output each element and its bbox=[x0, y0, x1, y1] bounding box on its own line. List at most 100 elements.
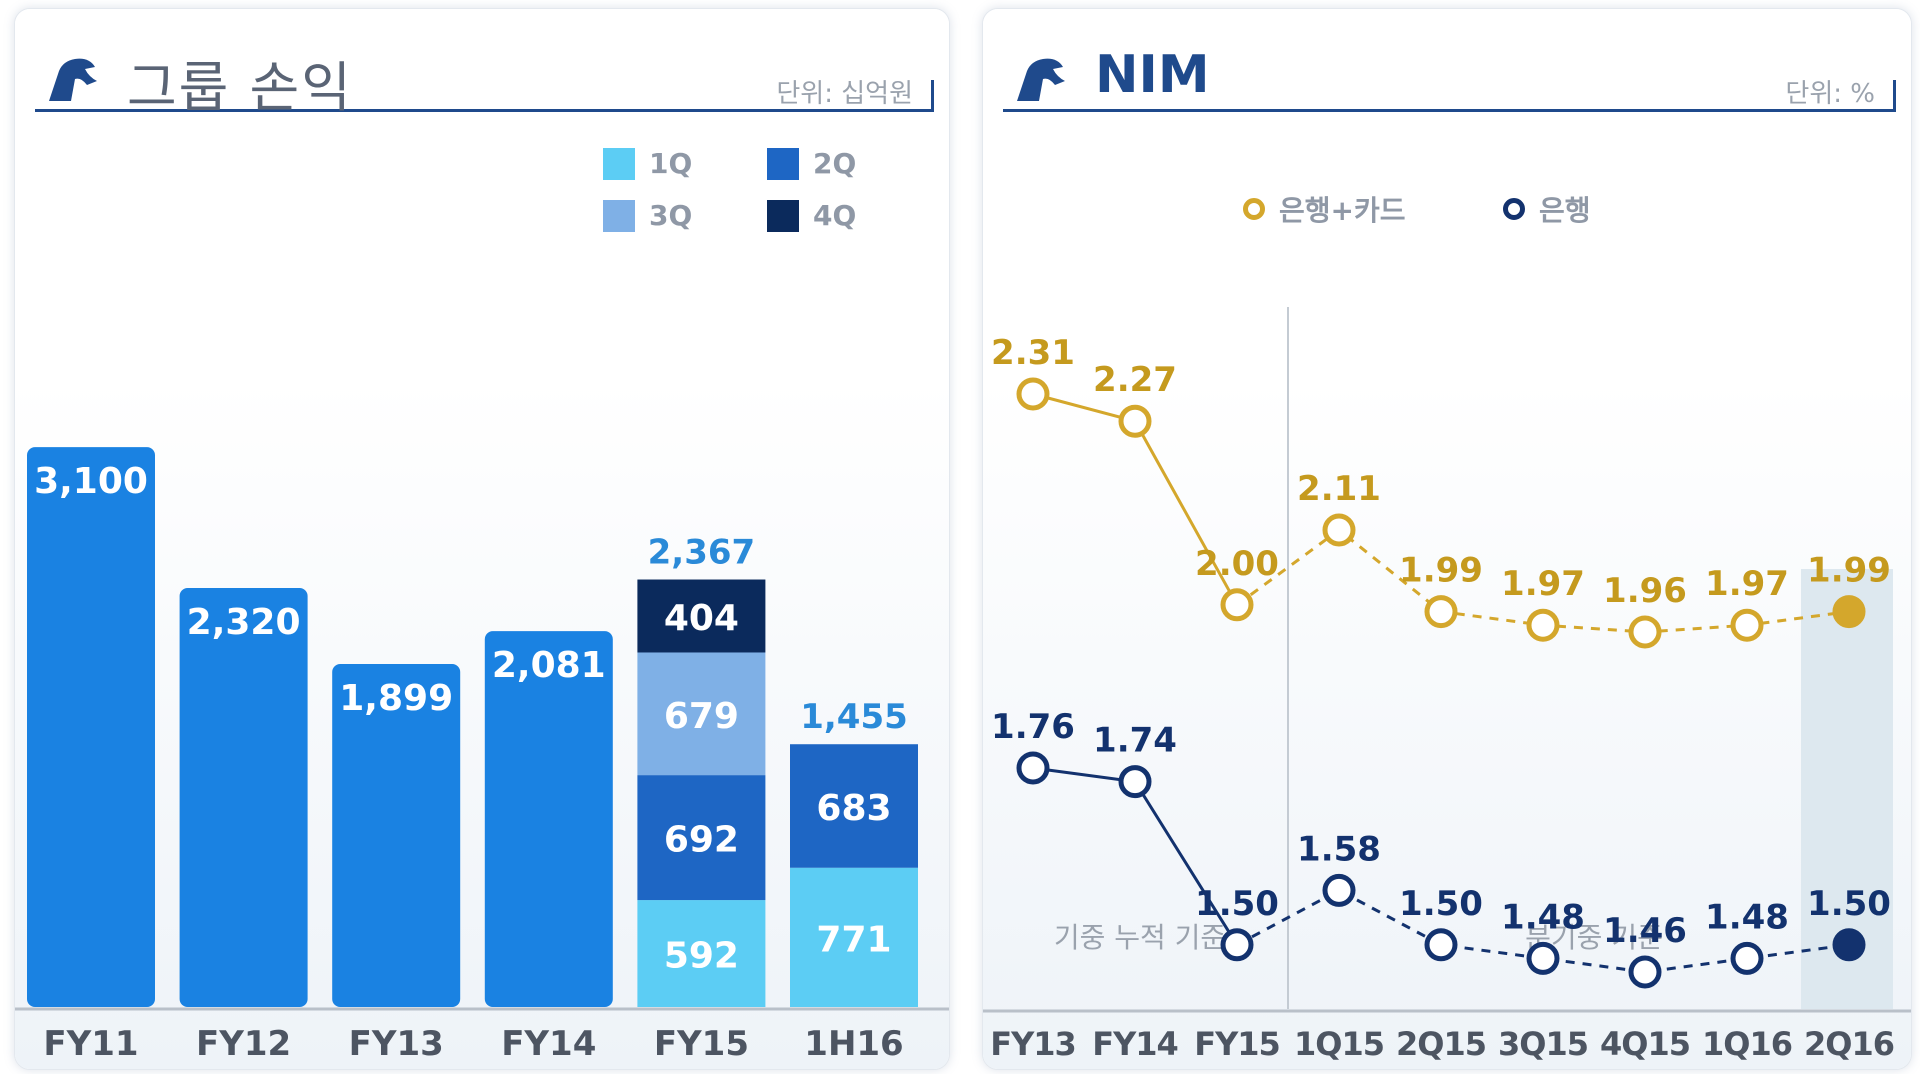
data-label: 1.97 bbox=[1501, 564, 1585, 604]
bar-segment-2q bbox=[637, 775, 766, 901]
data-label: 1.48 bbox=[1501, 897, 1585, 937]
data-label: 1.97 bbox=[1705, 564, 1789, 604]
x-tick-label: FY14 bbox=[501, 1024, 596, 1064]
legend-label: 1Q bbox=[649, 147, 693, 180]
data-point bbox=[1730, 941, 1764, 975]
x-tick-label: 4Q15 bbox=[1600, 1025, 1690, 1063]
data-label: 1.46 bbox=[1603, 911, 1687, 951]
bar bbox=[484, 631, 613, 1007]
segment-value-label: 404 bbox=[664, 598, 739, 639]
data-point bbox=[1016, 377, 1050, 411]
data-point bbox=[1322, 513, 1356, 547]
panel-header: 그룹 손익 단위: 십억원 bbox=[35, 29, 934, 119]
legend-swatch bbox=[767, 147, 799, 180]
data-point bbox=[1118, 765, 1152, 799]
bar bbox=[332, 664, 461, 1007]
x-tick-label: FY15 bbox=[654, 1024, 749, 1064]
segment-value-label: 592 bbox=[664, 936, 739, 977]
x-tick-label: FY13 bbox=[990, 1025, 1076, 1063]
unit-label: 단위: % bbox=[1785, 79, 1875, 109]
legend-item: 4Q bbox=[767, 199, 856, 232]
data-label: 1.74 bbox=[1093, 721, 1177, 761]
data-label: 1.50 bbox=[1807, 884, 1891, 924]
data-point bbox=[1322, 873, 1356, 907]
x-tick-label: 1H16 bbox=[804, 1024, 903, 1064]
kb-logo-icon bbox=[49, 58, 97, 101]
data-point bbox=[1016, 751, 1050, 785]
data-label: 2.11 bbox=[1297, 469, 1381, 509]
legend-label: 4Q bbox=[813, 199, 857, 232]
segment-value-label: 771 bbox=[816, 919, 891, 960]
data-label: 1.76 bbox=[991, 707, 1075, 747]
bar-chart: 3,100 FY11 2,320 FY12 1,899 FY13 2,081 FY14 592 6… bbox=[15, 447, 949, 1064]
bar-value-label: 2,320 bbox=[187, 602, 301, 643]
data-point bbox=[1424, 928, 1458, 962]
legend-item: 3Q bbox=[603, 199, 692, 232]
data-label: 2.31 bbox=[991, 333, 1075, 373]
bar-segment-1q bbox=[790, 867, 918, 1007]
panel-background bbox=[983, 9, 1911, 1069]
legend-swatch bbox=[603, 147, 635, 180]
legend-item: 은행 bbox=[1503, 189, 1591, 229]
x-tick-label: FY13 bbox=[349, 1024, 444, 1064]
section-label: 기중 누적 기준 bbox=[1054, 921, 1226, 954]
legend-swatch bbox=[767, 199, 799, 232]
panel-title: 그룹 손익 bbox=[127, 56, 353, 119]
legend-item: 은행+카드 bbox=[1243, 189, 1406, 229]
panel-title: NIM bbox=[1095, 45, 1210, 105]
legend-marker bbox=[1243, 198, 1265, 220]
x-tick-label: FY14 bbox=[1092, 1025, 1178, 1063]
bar-segment-4q bbox=[637, 579, 766, 653]
data-point bbox=[1424, 595, 1458, 629]
data-label: 1.99 bbox=[1807, 551, 1891, 591]
x-tick-label: 1Q15 bbox=[1294, 1025, 1384, 1063]
legend-label: 은행+카드 bbox=[1279, 194, 1406, 227]
data-label: 2.27 bbox=[1093, 360, 1177, 400]
bar-segment-3q bbox=[637, 652, 766, 776]
x-tick-label: 1Q16 bbox=[1702, 1025, 1792, 1063]
data-point bbox=[1628, 955, 1662, 989]
bar-segment-2q bbox=[790, 744, 918, 868]
data-point bbox=[1832, 595, 1866, 629]
data-point bbox=[1628, 615, 1662, 649]
legend-marker bbox=[1503, 198, 1525, 220]
data-label: 1.50 bbox=[1195, 884, 1279, 924]
group-profit-panel: 그룹 손익 단위: 십억원 1Q 2Q 3Q 4Q 3,100 FY11 2,320 FY1… bbox=[14, 8, 950, 1070]
data-point bbox=[1220, 928, 1254, 962]
segment-value-label: 683 bbox=[816, 788, 891, 829]
nim-panel: NIM 단위: % 은행+카드 은행 기중 누적 기준 분기중 기준 2.31 2.27… bbox=[982, 8, 1912, 1070]
line-chart: 기중 누적 기준 분기중 기준2.312.272.002.111.99 1.97 1.… bbox=[983, 307, 1911, 1063]
data-point bbox=[1832, 928, 1866, 962]
data-point bbox=[1118, 404, 1152, 438]
legend-label: 2Q bbox=[813, 147, 857, 180]
unit-label: 단위: 십억원 bbox=[776, 79, 913, 109]
legend-label: 은행 bbox=[1539, 194, 1591, 227]
x-tick-label: 2Q16 bbox=[1804, 1025, 1894, 1063]
bar-total-label: 1,455 bbox=[800, 697, 908, 737]
kb-logo-icon bbox=[1017, 58, 1065, 101]
bar-value-label: 3,100 bbox=[34, 461, 148, 502]
data-label: 1.50 bbox=[1399, 884, 1483, 924]
data-label: 2.00 bbox=[1195, 544, 1279, 584]
panel-header: NIM 단위: % bbox=[1003, 29, 1896, 112]
data-label: 1.96 bbox=[1603, 571, 1687, 611]
segment-value-label: 679 bbox=[664, 696, 739, 737]
data-label: 1.58 bbox=[1297, 829, 1381, 869]
x-tick-label: 3Q15 bbox=[1498, 1025, 1588, 1063]
x-tick-label: FY12 bbox=[196, 1024, 291, 1064]
bar-value-label: 1,899 bbox=[339, 678, 453, 719]
data-point bbox=[1526, 941, 1560, 975]
bar-segment-1q bbox=[637, 900, 766, 1007]
data-label: 1.99 bbox=[1399, 551, 1483, 591]
bar bbox=[27, 447, 155, 1007]
data-point bbox=[1526, 608, 1560, 642]
x-tick-label: 2Q15 bbox=[1396, 1025, 1486, 1063]
data-point bbox=[1730, 608, 1764, 642]
segment-value-label: 692 bbox=[664, 820, 739, 861]
data-point bbox=[1220, 588, 1254, 622]
bar-total-label: 2,367 bbox=[648, 533, 756, 573]
legend-item: 2Q bbox=[767, 147, 856, 180]
legend-swatch bbox=[603, 199, 635, 232]
legend-label: 3Q bbox=[649, 199, 693, 232]
x-tick-label: FY15 bbox=[1194, 1025, 1280, 1063]
